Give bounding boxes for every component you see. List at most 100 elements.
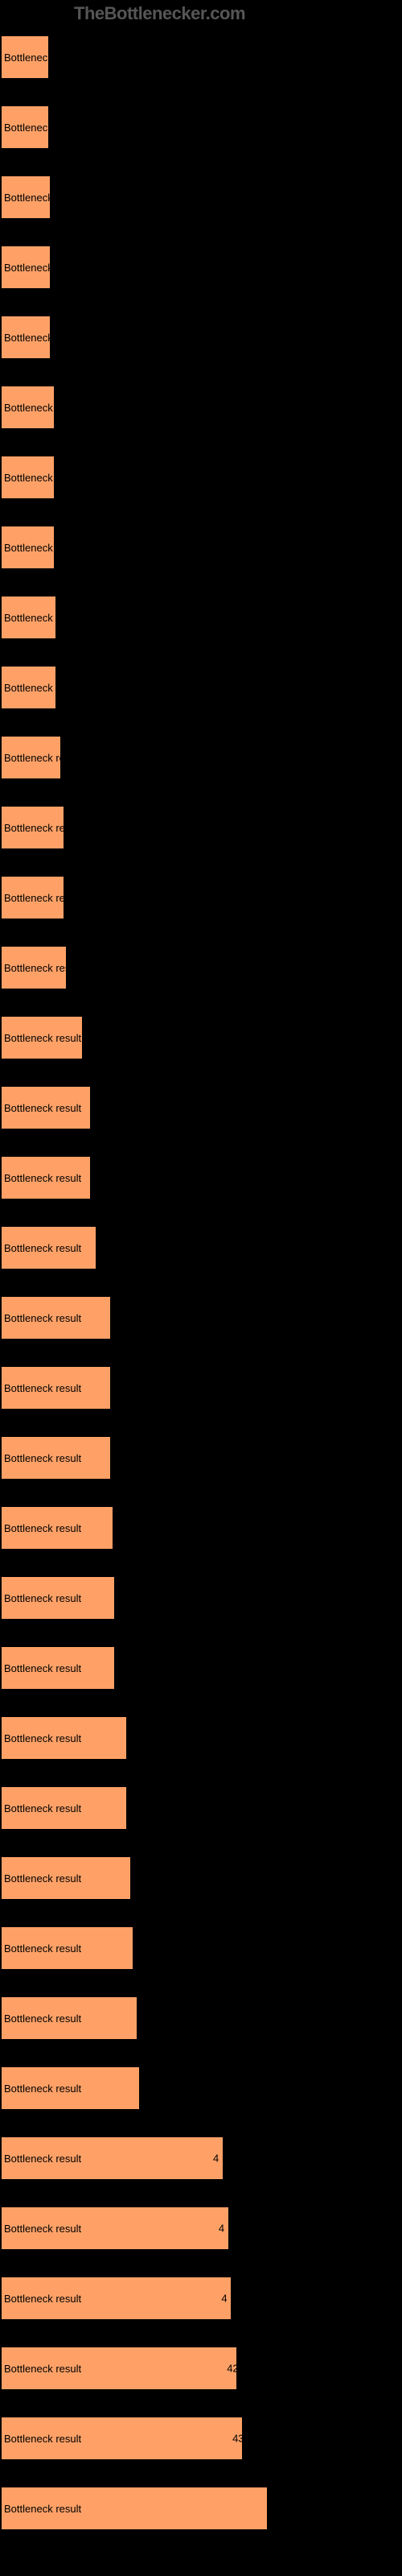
chart-row: Bottleneck result [2,93,402,148]
bar-text: Bottleneck result [2,1102,81,1114]
bar: Bottleneck result [2,246,50,288]
bar-value: 4 [221,2293,227,2305]
row-label [2,163,402,176]
chart-row: Bottleneck result [2,1563,402,1619]
row-label [2,1003,402,1017]
row-label [2,863,402,877]
chart-row: Bottleneck result [2,1073,402,1129]
bar-text: Bottleneck result [2,1592,81,1604]
chart-row: Bottleneck result4 [2,2124,402,2179]
bar-text: Bottleneck result [2,612,55,624]
row-label [2,1563,402,1577]
chart-row: Bottleneck result [2,23,402,78]
bar-text: Bottleneck result [2,332,50,344]
bar: Bottleneck result [2,1437,110,1479]
bar-text: Bottleneck result [2,2503,81,2515]
chart-row: Bottleneck result [2,1843,402,1899]
row-label [2,933,402,947]
row-label [2,2334,402,2347]
row-label [2,1493,402,1507]
row-label [2,1143,402,1157]
chart-row: Bottleneck result [2,1773,402,1829]
chart-row: Bottleneck result [2,1353,402,1409]
chart-row: Bottleneck result 42 [2,2334,402,2389]
chart-row: Bottleneck result [2,1913,402,1969]
bar: Bottleneck result [2,1227,96,1269]
bar: Bottleneck result [2,316,50,358]
bar-text: Bottleneck result [2,1872,81,1885]
bar-track: Bottleneck result [2,1507,267,1549]
chart-row: Bottleneck result [2,373,402,428]
chart-row: Bottleneck result [2,863,402,919]
bar-text: Bottleneck result [2,962,66,974]
bar-text: Bottleneck result [2,1942,81,1955]
row-label [2,233,402,246]
bar-text: Bottleneck result [2,1312,81,1324]
bar-text: Bottleneck result [2,1802,81,1814]
bar: Bottleneck result [2,737,60,778]
chart-row: Bottleneck result [2,2474,402,2529]
bar-text: Bottleneck result [2,2363,81,2375]
bar-text: Bottleneck result [2,682,55,694]
bar-track: Bottleneck result [2,1297,267,1339]
bar-track: Bottleneck result [2,877,267,919]
chart-row: Bottleneck result [2,163,402,218]
bar: Bottleneck result [2,2417,242,2459]
bar-text: Bottleneck result [2,2013,81,2025]
bar-track: Bottleneck result43 [2,2417,267,2459]
bar-track: Bottleneck result [2,1857,267,1899]
bar: Bottleneck result [2,176,50,218]
bar-track: Bottleneck result [2,1787,267,1829]
chart-row: Bottleneck result [2,443,402,498]
bar-track: Bottleneck result4 [2,2277,267,2319]
chart-row: Bottleneck result [2,1423,402,1479]
bar: Bottleneck result [2,1297,110,1339]
bar-text: Bottleneck result [2,262,50,274]
bar: Bottleneck result [2,526,54,568]
bar-text: Bottleneck result [2,892,64,904]
bar-track: Bottleneck result [2,176,267,218]
bar-value: 4 [213,2153,219,2165]
bar-track: Bottleneck result [2,1087,267,1129]
bar-text: Bottleneck result [2,472,54,484]
bar-text: Bottleneck result [2,402,54,414]
bar-track: Bottleneck result [2,36,267,78]
bar: Bottleneck result [2,807,64,848]
row-label [2,2404,402,2417]
chart-row: Bottleneck result43 [2,2404,402,2459]
bar-track: Bottleneck result [2,1437,267,1479]
bar-text: Bottleneck result [2,122,48,134]
row-label [2,303,402,316]
bar-text: Bottleneck result [2,1382,81,1394]
bar-track: Bottleneck result4 [2,2207,267,2249]
chart-row: Bottleneck result [2,1703,402,1759]
bar: Bottleneck result [2,2277,231,2319]
bar-track: Bottleneck result [2,1647,267,1689]
chart-row: Bottleneck result [2,1984,402,2039]
row-label [2,1353,402,1367]
row-label [2,1073,402,1087]
bar-track: Bottleneck result [2,1017,267,1059]
chart-row: Bottleneck result [2,1283,402,1339]
bar-track: Bottleneck result [2,2487,267,2529]
bar-track: Bottleneck result [2,597,267,638]
chart-row: Bottleneck result [2,1143,402,1199]
bar: Bottleneck result [2,2347,236,2389]
bar-value: 42 [227,2363,238,2375]
row-label [2,1984,402,1997]
bar-track: Bottleneck result [2,316,267,358]
row-label [2,23,402,36]
row-label [2,653,402,667]
chart-row: Bottleneck result4 [2,2264,402,2319]
chart-row: Bottleneck result4 [2,2194,402,2249]
row-label [2,1913,402,1927]
bar-track: Bottleneck result [2,1227,267,1269]
row-label [2,1703,402,1717]
bar-value: 43 [232,2433,244,2445]
bar-track: Bottleneck result [2,807,267,848]
row-label [2,1423,402,1437]
bar-value: 4 [219,2223,224,2235]
bar-track: Bottleneck result [2,106,267,148]
row-label [2,2054,402,2067]
bar-track: Bottleneck result [2,386,267,428]
